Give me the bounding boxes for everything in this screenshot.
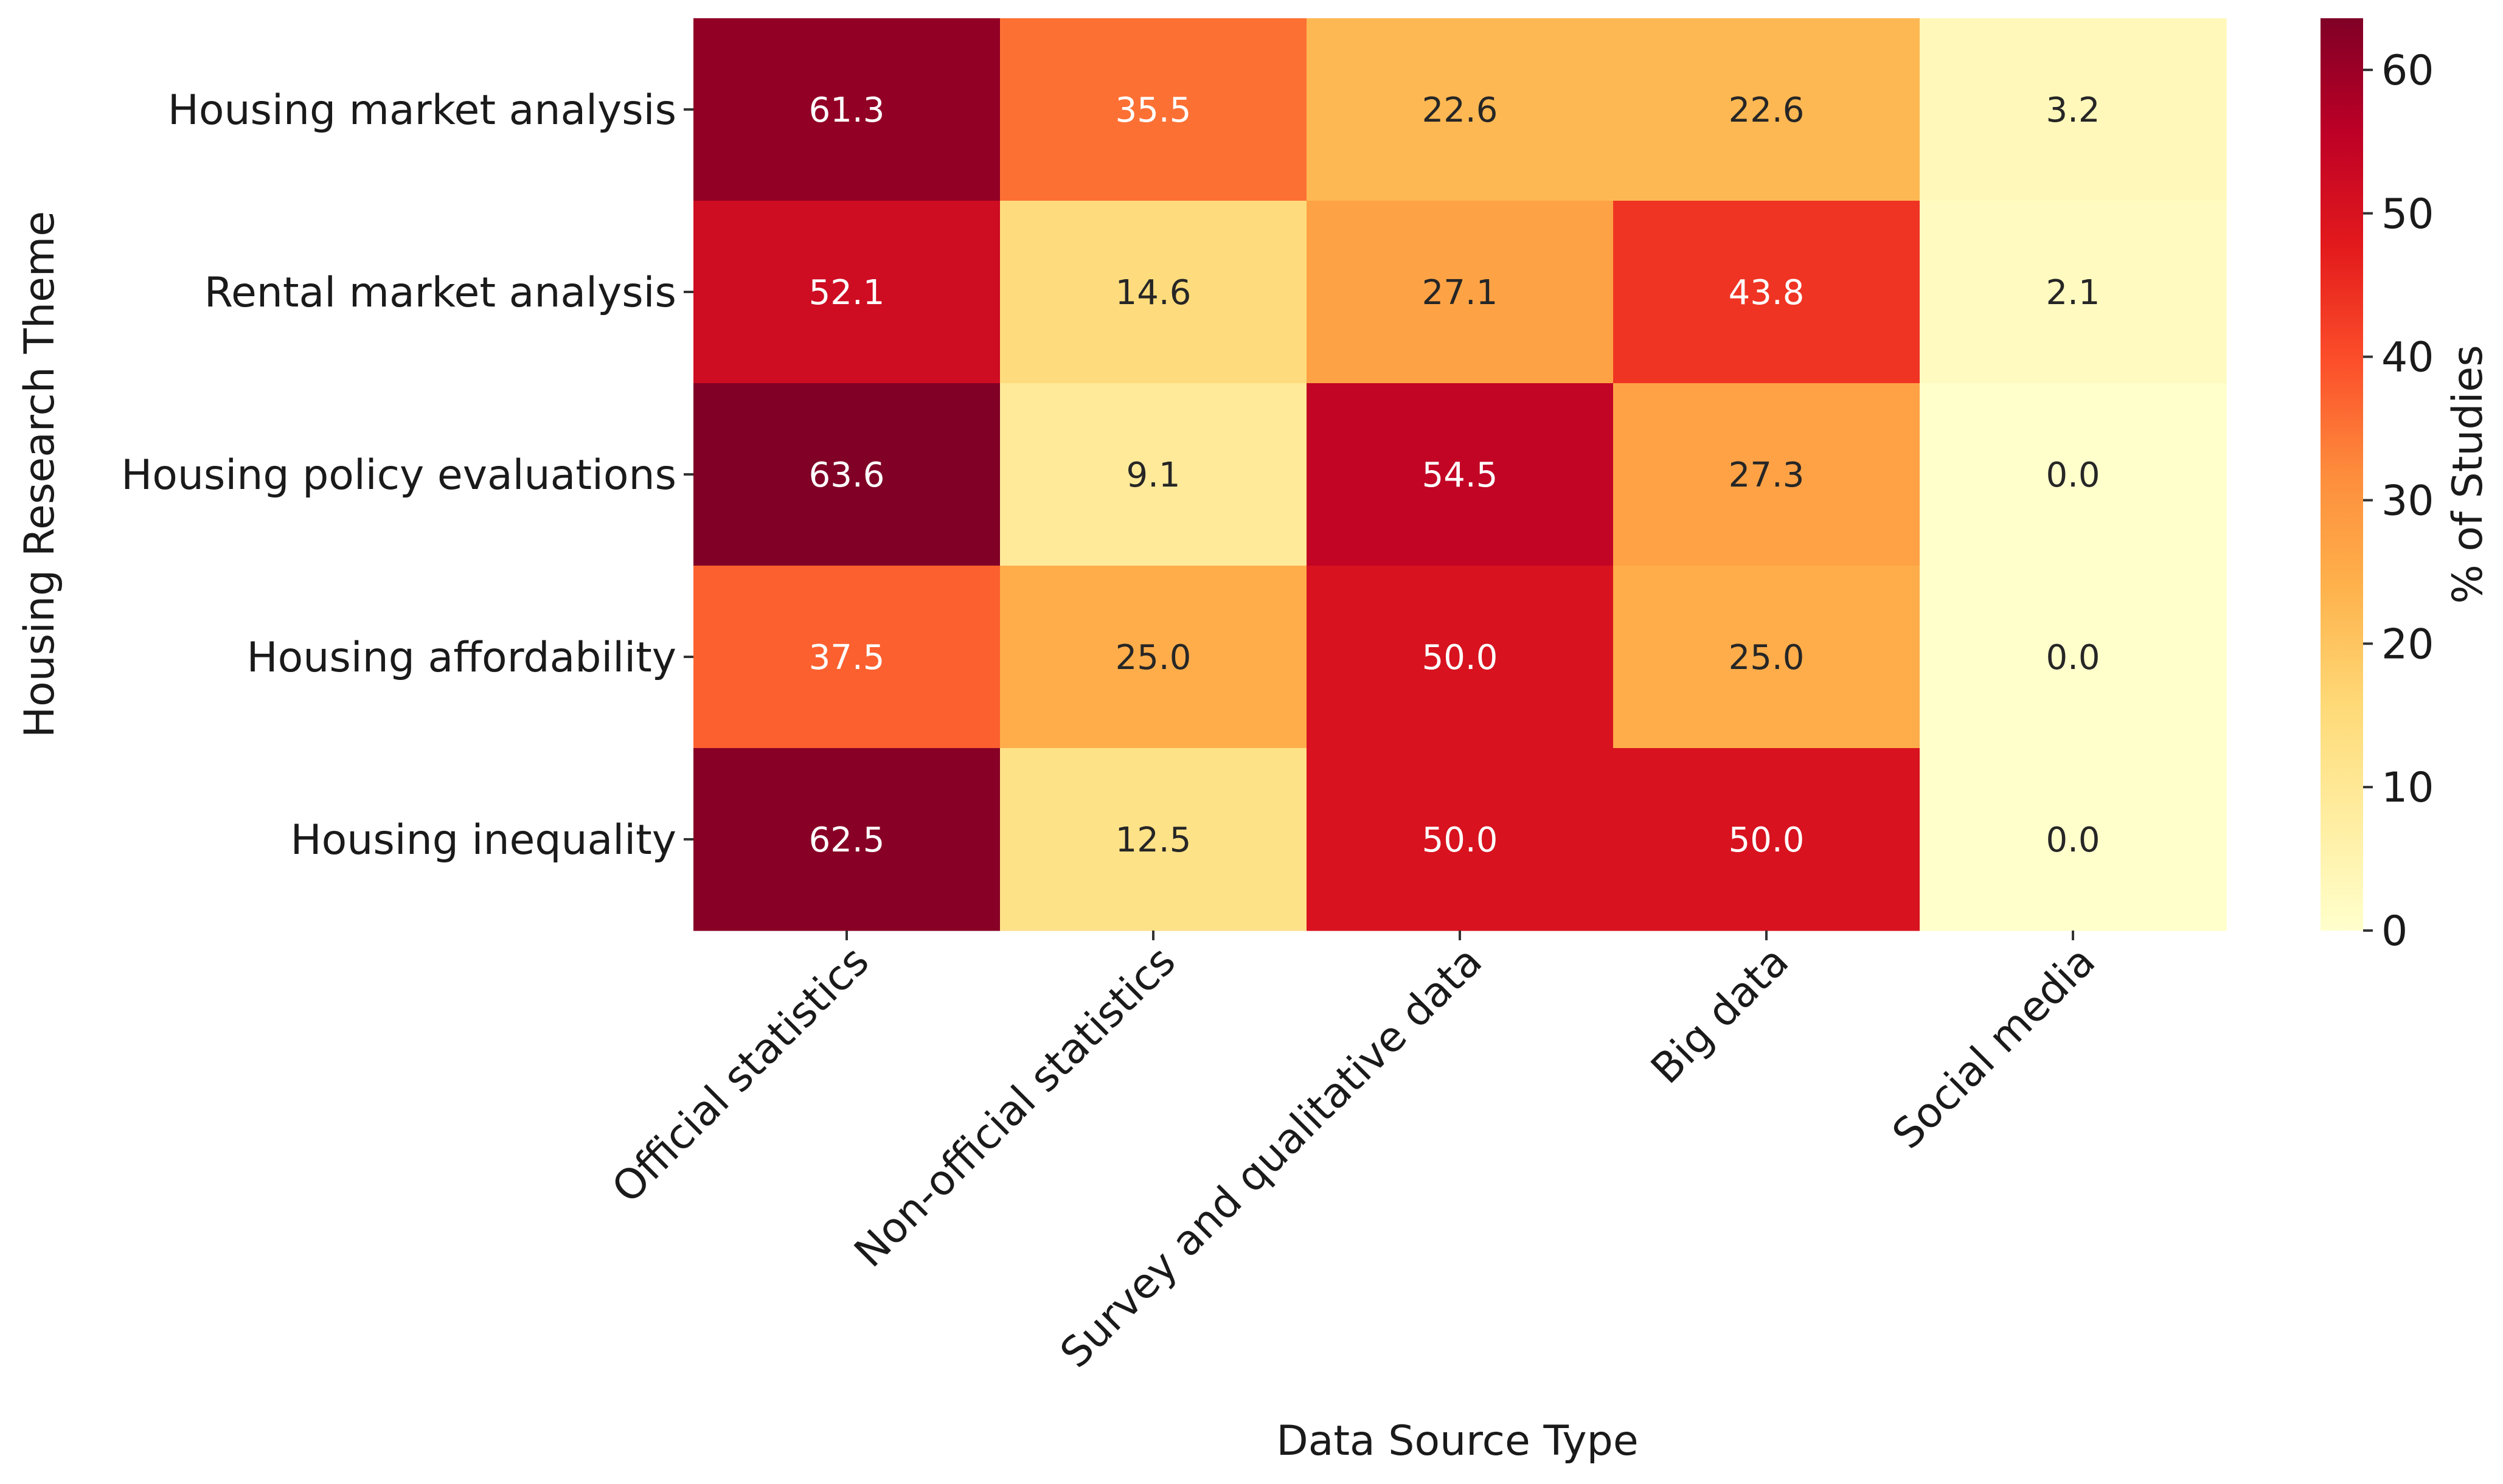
colorbar-gradient [2321,18,2363,931]
colorbar-tick-label: 0 [2381,907,2408,955]
colorbar-tick-label: 50 [2381,190,2434,238]
heatmap-cell [1307,383,1614,566]
colorbar-tick-label: 20 [2381,620,2434,668]
colorbar-tick-label: 40 [2381,334,2434,382]
heatmap-cell [693,18,1001,201]
heatmap-cell [1307,18,1614,201]
cell-value-label: 27.1 [1422,273,1498,313]
colorbar-tick-label: 60 [2381,47,2434,95]
heatmap-cell [1000,383,1307,566]
heatmap-cell [693,383,1001,566]
heatmap-cell [1920,566,2227,749]
heatmap-cell [1920,748,2227,931]
heatmap-cell [1307,566,1614,749]
x-tick-label: Official statistics [603,937,878,1212]
heatmap-cell [1613,18,1920,201]
cell-value-label: 2.1 [2046,273,2100,313]
y-axis-labels: Housing market analysis Rental market ana… [121,86,693,864]
cell-value-label: 43.8 [1729,273,1805,313]
heatmap-cell [693,566,1001,749]
cell-value-label: 14.6 [1116,273,1192,313]
y-tick-label: Rental market analysis [204,269,676,317]
colorbar-tick-label: 30 [2381,477,2434,525]
cell-value-label: 3.2 [2046,91,2100,130]
cell-value-label: 0.0 [2046,820,2100,860]
cell-value-label: 9.1 [1126,456,1180,495]
cell-value-label: 52.1 [809,273,885,313]
cell-value-label: 0.0 [2046,638,2100,678]
cell-value-label: 27.3 [1729,456,1805,495]
x-tick-label: Big data [1642,937,1798,1093]
y-tick-label: Housing affordability [247,634,677,682]
heatmap-cell [693,201,1001,384]
heatmap-cell [1613,748,1920,931]
heatmap-cell [1613,566,1920,749]
cell-value-label: 50.0 [1422,638,1498,678]
cell-value-label: 22.6 [1729,91,1805,130]
heatmap-cell [1920,201,2227,384]
heatmap-cell [1920,383,2227,566]
cell-value-label: 63.6 [809,456,885,495]
cell-value-label: 61.3 [809,91,885,130]
heatmap-cell [1920,18,2227,201]
cell-value-label: 50.0 [1729,820,1805,860]
heatmap-cell [1000,566,1307,749]
y-tick-label: Housing market analysis [168,86,676,134]
cell-value-label: 35.5 [1116,91,1192,130]
x-tick-label: Non-official statistics [845,937,1185,1277]
x-axis-ticks [845,931,2074,940]
heatmap-cell [1000,18,1307,201]
y-tick-label: Housing inequality [291,816,676,864]
cell-value-label: 37.5 [809,638,885,678]
colorbar-title: % of Studies [2444,345,2492,604]
cell-value-label: 62.5 [809,820,885,860]
heatmap-cell [1000,201,1307,384]
cell-value-label: 25.0 [1729,638,1805,678]
cell-value-label: 12.5 [1116,820,1192,860]
cell-value-label: 22.6 [1422,91,1498,130]
y-tick-label: Housing policy evaluations [121,451,676,499]
heatmap-cell [1307,748,1614,931]
cell-value-label: 54.5 [1422,456,1498,495]
heatmap-cell [1613,201,1920,384]
x-tick-label: Social media [1884,937,2105,1158]
heatmap-cell [1000,748,1307,931]
cell-value-label: 25.0 [1116,638,1192,678]
colorbar-tick-label: 10 [2381,764,2434,812]
x-axis-title: Data Source Type [1276,1417,1638,1465]
cell-value-label: 50.0 [1422,820,1498,860]
heatmap-cells: 61.3 35.5 22.6 22.6 3.2 52.1 14.6 27.1 43.8 2.1 63… [693,18,2227,931]
cell-value-label: 0.0 [2046,456,2100,495]
heatmap-cell [1613,383,1920,566]
y-axis-title: Housing Research Theme [16,211,64,738]
colorbar: 0 10 20 30 40 50 60 [2321,18,2434,955]
heatmap-cell [1307,201,1614,384]
heatmap-cell [693,748,1001,931]
